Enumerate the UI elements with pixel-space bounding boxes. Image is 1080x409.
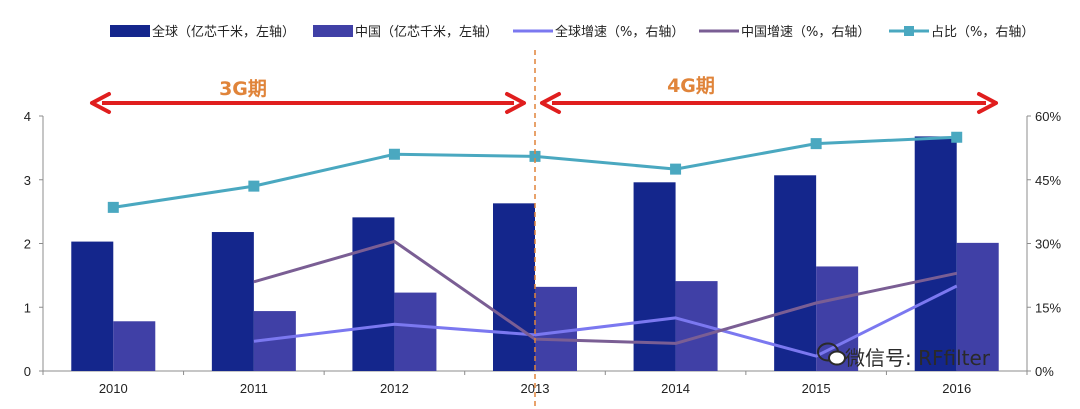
bar-global-2010: [71, 241, 114, 371]
plot-area: 0 1 2 3 4 0% 15% 30% 45% 60% 2010 2011 2012 2013 2014 2…: [24, 50, 1061, 409]
era-arrow-3g-right-head: [505, 92, 526, 114]
bar-global-2013: [493, 203, 535, 371]
share-marker: [248, 180, 260, 192]
bar-china-2012: [394, 292, 437, 371]
global-growth-line: [253, 284, 958, 358]
watermark-text: 微信号: RFfilter: [845, 346, 991, 370]
left-tick-label: 1: [24, 300, 31, 315]
era-arrow-3g-left-head: [90, 92, 111, 114]
left-tick-label: 3: [24, 173, 31, 188]
era-annotations: 3G期 4G期: [90, 75, 998, 114]
bar-global-2014: [633, 182, 676, 371]
share-marker: [951, 131, 963, 143]
legend: 全球（亿芯千米，左轴） 中国（亿芯千米，左轴） 全球增速（%，右轴） 中国增速（%，右…: [110, 24, 1034, 40]
left-tick-label: 4: [24, 109, 31, 124]
era-arrow-4g-left-head: [540, 92, 561, 114]
legend-swatch: [313, 25, 353, 37]
share-marker: [810, 138, 822, 150]
era-label-3g: 3G期: [219, 78, 267, 100]
x-tick-label: 2014: [661, 381, 690, 396]
right-tick-label: 0%: [1035, 364, 1054, 379]
legend-label: 全球（亿芯千米，左轴）: [152, 24, 295, 40]
wechat-icon: [817, 342, 846, 366]
era-arrow-4g-right-head: [977, 92, 998, 114]
bar-china-2013: [535, 286, 577, 371]
right-tick-label: 30%: [1035, 237, 1061, 252]
bar-global-2016: [914, 136, 957, 371]
share-marker: [107, 201, 119, 213]
right-tick-label: 15%: [1035, 300, 1061, 315]
legend-label: 全球增速（%，右轴）: [555, 24, 684, 40]
legend-swatch: [110, 25, 150, 37]
era-label-4g: 4G期: [667, 75, 715, 97]
bar-global-2015: [774, 175, 817, 371]
legend-label: 中国增速（%，右轴）: [741, 25, 870, 40]
share-marker: [670, 163, 682, 175]
right-tick-label: 60%: [1035, 109, 1061, 124]
share-marker: [388, 148, 400, 160]
bar-china-2016: [956, 242, 999, 371]
left-tick-label: 0: [24, 364, 31, 379]
watermark: 微信号: RFfilter: [817, 342, 991, 370]
x-tick-label: 2012: [380, 381, 409, 396]
bar-global-2012: [352, 217, 395, 371]
x-tick-label: 2015: [802, 381, 831, 396]
x-tick-label: 2011: [240, 381, 268, 396]
x-tick-label: 2016: [942, 381, 971, 396]
legend-label: 占比（%，右轴）: [931, 25, 1034, 40]
china-growth-line: [253, 239, 958, 345]
x-tick-label: 2013: [521, 381, 550, 396]
legend-label: 中国（亿芯千米，左轴）: [355, 25, 498, 40]
bar-china-2010: [113, 321, 156, 371]
bar-global-2011: [211, 232, 254, 371]
share-marker: [529, 150, 541, 162]
left-tick-label: 2: [24, 237, 31, 252]
right-tick-label: 45%: [1035, 173, 1061, 188]
x-tick-label: 2010: [99, 381, 128, 396]
legend-marker: [904, 26, 914, 36]
